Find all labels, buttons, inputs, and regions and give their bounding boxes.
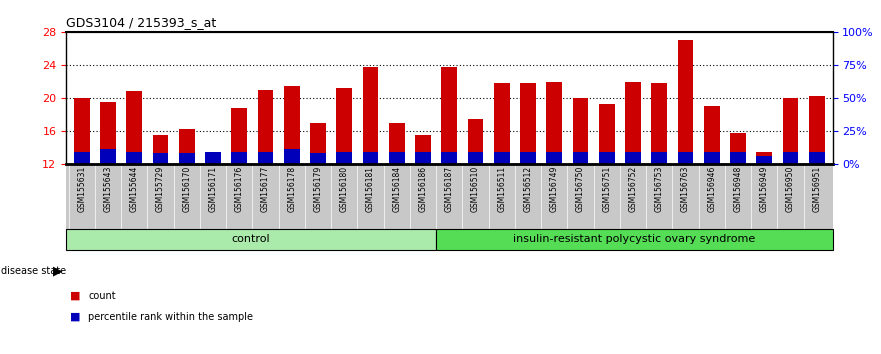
Bar bbox=[494, 83, 510, 164]
Text: GSM156749: GSM156749 bbox=[550, 166, 559, 212]
Bar bbox=[704, 152, 720, 164]
Bar bbox=[546, 152, 562, 164]
Text: GSM156171: GSM156171 bbox=[209, 166, 218, 212]
Bar bbox=[626, 81, 640, 164]
Text: GSM156753: GSM156753 bbox=[655, 166, 663, 212]
Bar bbox=[757, 152, 772, 164]
Text: GSM156763: GSM156763 bbox=[681, 166, 690, 212]
Bar bbox=[415, 135, 431, 164]
Bar bbox=[310, 123, 326, 164]
Text: disease state: disease state bbox=[1, 266, 66, 276]
Text: ■: ■ bbox=[70, 291, 81, 301]
Bar bbox=[782, 98, 798, 164]
Text: GSM156186: GSM156186 bbox=[418, 166, 427, 212]
Bar bbox=[257, 90, 273, 164]
Bar bbox=[127, 91, 142, 164]
Bar bbox=[152, 154, 168, 164]
Bar bbox=[205, 154, 221, 164]
Bar bbox=[205, 152, 221, 164]
Bar bbox=[573, 152, 589, 164]
Bar bbox=[152, 135, 168, 164]
Bar bbox=[337, 88, 352, 164]
Bar bbox=[389, 152, 404, 164]
Bar bbox=[100, 149, 116, 164]
Text: GSM155631: GSM155631 bbox=[78, 166, 86, 212]
Text: GSM156511: GSM156511 bbox=[497, 166, 507, 212]
Text: GSM156510: GSM156510 bbox=[471, 166, 480, 212]
Bar bbox=[782, 152, 798, 164]
Text: GSM156180: GSM156180 bbox=[340, 166, 349, 212]
Bar bbox=[66, 229, 436, 250]
Bar bbox=[337, 152, 352, 164]
Bar bbox=[730, 133, 746, 164]
Text: count: count bbox=[88, 291, 115, 301]
Text: GSM156949: GSM156949 bbox=[759, 166, 769, 212]
Text: ■: ■ bbox=[70, 312, 81, 322]
Text: GSM156950: GSM156950 bbox=[786, 166, 795, 212]
Bar bbox=[441, 67, 457, 164]
Bar bbox=[809, 152, 825, 164]
Text: GSM156176: GSM156176 bbox=[235, 166, 244, 212]
Bar bbox=[257, 152, 273, 164]
Bar bbox=[520, 83, 536, 164]
Text: GSM156750: GSM156750 bbox=[576, 166, 585, 212]
Text: control: control bbox=[232, 234, 270, 244]
Text: GDS3104 / 215393_s_at: GDS3104 / 215393_s_at bbox=[66, 16, 217, 29]
Bar bbox=[415, 152, 431, 164]
Bar bbox=[520, 152, 536, 164]
Text: GSM156170: GSM156170 bbox=[182, 166, 191, 212]
Bar bbox=[599, 104, 615, 164]
Text: percentile rank within the sample: percentile rank within the sample bbox=[88, 312, 253, 322]
Text: GSM155644: GSM155644 bbox=[130, 166, 139, 212]
Bar bbox=[100, 102, 116, 164]
Bar bbox=[677, 152, 693, 164]
Bar bbox=[284, 86, 300, 164]
Bar bbox=[468, 152, 484, 164]
Bar bbox=[757, 156, 772, 164]
Text: GSM156184: GSM156184 bbox=[392, 166, 402, 212]
Text: GSM156177: GSM156177 bbox=[261, 166, 270, 212]
Text: GSM156187: GSM156187 bbox=[445, 166, 454, 212]
Text: GSM156179: GSM156179 bbox=[314, 166, 322, 212]
Text: GSM155729: GSM155729 bbox=[156, 166, 165, 212]
Bar bbox=[809, 96, 825, 164]
Text: GSM156178: GSM156178 bbox=[287, 166, 296, 212]
Bar bbox=[363, 67, 379, 164]
Bar bbox=[179, 154, 195, 164]
Bar bbox=[494, 152, 510, 164]
Text: GSM155643: GSM155643 bbox=[104, 166, 113, 212]
Bar bbox=[468, 119, 484, 164]
Text: GSM156951: GSM156951 bbox=[812, 166, 821, 212]
Bar bbox=[441, 152, 457, 164]
Text: GSM156181: GSM156181 bbox=[366, 166, 375, 212]
Bar bbox=[599, 152, 615, 164]
Bar bbox=[232, 108, 248, 164]
Bar bbox=[546, 81, 562, 164]
Bar bbox=[651, 152, 667, 164]
Bar bbox=[232, 152, 248, 164]
Bar bbox=[389, 123, 404, 164]
Bar bbox=[310, 154, 326, 164]
Bar bbox=[626, 152, 640, 164]
Text: GSM156752: GSM156752 bbox=[628, 166, 638, 212]
Text: GSM156946: GSM156946 bbox=[707, 166, 716, 212]
Bar bbox=[651, 83, 667, 164]
Bar bbox=[573, 98, 589, 164]
Bar bbox=[677, 40, 693, 164]
Bar bbox=[74, 98, 90, 164]
Text: insulin-resistant polycystic ovary syndrome: insulin-resistant polycystic ovary syndr… bbox=[514, 234, 756, 244]
Text: GSM156751: GSM156751 bbox=[603, 166, 611, 212]
Text: ▶: ▶ bbox=[53, 264, 63, 277]
Bar bbox=[179, 130, 195, 164]
Bar bbox=[284, 149, 300, 164]
Bar bbox=[74, 152, 90, 164]
Bar bbox=[730, 152, 746, 164]
Bar bbox=[436, 229, 833, 250]
Bar bbox=[363, 152, 379, 164]
Text: GSM156948: GSM156948 bbox=[734, 166, 743, 212]
Text: GSM156512: GSM156512 bbox=[523, 166, 532, 212]
Bar bbox=[704, 106, 720, 164]
Bar bbox=[127, 152, 142, 164]
